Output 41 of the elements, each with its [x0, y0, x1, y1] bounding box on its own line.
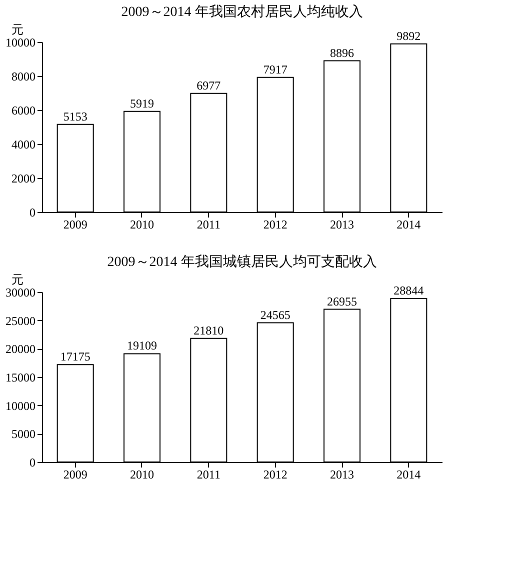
y-tick-label: 0 — [30, 206, 36, 220]
y-tick-label: 2000 — [12, 172, 36, 186]
data-label: 26955 — [327, 294, 357, 308]
y-tick-label: 0 — [30, 456, 36, 470]
data-label: 24565 — [260, 308, 290, 322]
y-tick-label: 4000 — [12, 138, 36, 152]
y-tick-label: 30000 — [6, 286, 36, 300]
y-tick-label: 8000 — [12, 70, 36, 84]
x-tick-label: 2010 — [130, 468, 154, 482]
y-tick-label: 6000 — [12, 104, 36, 118]
data-label: 5919 — [130, 96, 154, 110]
x-tick-label: 2009 — [63, 468, 88, 482]
y-axis-title: 元 — [12, 272, 24, 286]
y-tick-label: 20000 — [6, 342, 36, 356]
data-label: 6977 — [196, 78, 221, 92]
data-label: 17175 — [60, 350, 90, 364]
y-tick-label: 10000 — [6, 398, 36, 413]
x-tick-label: 2010 — [130, 218, 154, 232]
chart-title: 2009～2014 年我国农村居民人均纯收入 — [121, 4, 363, 20]
data-label: 21810 — [194, 323, 224, 338]
y-tick-label: 10000 — [6, 36, 36, 50]
data-label: 9892 — [396, 28, 421, 43]
x-tick-label: 2011 — [196, 218, 220, 232]
y-tick-label: 15000 — [6, 370, 36, 384]
x-tick-label: 2014 — [396, 468, 421, 482]
data-label: 28844 — [394, 284, 424, 298]
x-tick-label: 2009 — [63, 218, 88, 232]
y-tick-label: 5000 — [12, 427, 36, 442]
data-label: 19109 — [127, 338, 157, 353]
x-tick-label: 2011 — [196, 468, 220, 482]
data-label: 7917 — [263, 62, 288, 76]
x-tick-label: 2012 — [263, 218, 288, 232]
chart-title: 2009～2014 年我国城镇居民人均可支配收入 — [107, 254, 377, 270]
x-tick-label: 2013 — [330, 468, 354, 482]
y-axis-title: 元 — [12, 22, 24, 36]
x-tick-label: 2014 — [396, 218, 421, 232]
y-tick-label: 25000 — [6, 314, 36, 328]
data-label: 8896 — [330, 46, 354, 60]
x-tick-label: 2013 — [330, 218, 354, 232]
data-label: 5153 — [63, 109, 88, 124]
x-tick-label: 2012 — [263, 468, 288, 482]
